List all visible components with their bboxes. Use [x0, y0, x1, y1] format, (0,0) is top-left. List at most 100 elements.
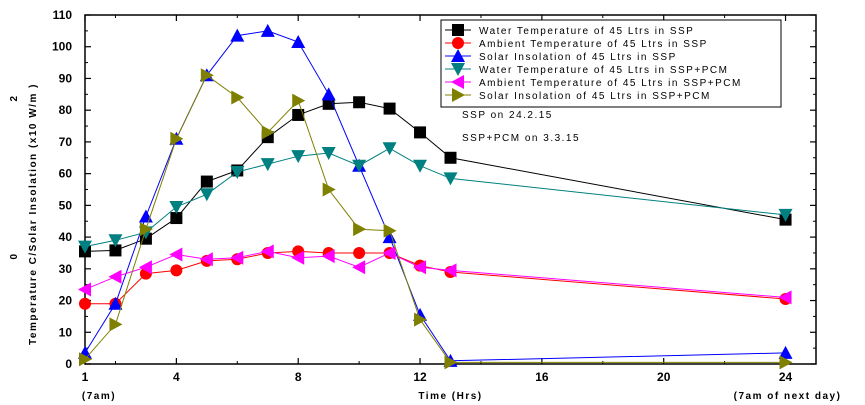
data-point: [321, 87, 336, 101]
x-tick-label: 8: [295, 370, 302, 384]
data-point: [260, 23, 275, 37]
series-line: [84, 30, 786, 362]
y-tick-label: 0: [65, 357, 72, 371]
data-point: [353, 222, 367, 237]
y-tick-label: 110: [53, 8, 73, 22]
legend-entry: Ambient Temperature of 45 Ltrs in SSP+PC…: [445, 75, 742, 89]
data-point: [108, 269, 122, 284]
chart-note-ssp-pcm-date: SSP+PCM on 3.3.15: [462, 133, 580, 144]
y-tick-label: 70: [59, 135, 73, 149]
data-point: [779, 355, 793, 370]
series-6: [79, 68, 793, 370]
legend-label: Ambient Temperature of 45 Ltrs in SSP: [479, 39, 708, 50]
data-point: [230, 166, 245, 180]
series-line: [84, 147, 786, 248]
data-point: [321, 147, 336, 161]
x-axis-end-note: (7am of next day): [734, 391, 842, 402]
x-tick-label: 4: [173, 370, 180, 384]
series-line: [84, 101, 786, 252]
data-point: [170, 264, 183, 277]
legend-label: Ambient Temperature of 45 Ltrs in SSP+PC…: [479, 78, 742, 89]
legend-entry: Ambient Temperature of 45 Ltrs in SSP: [445, 37, 708, 50]
legend-box: [440, 19, 782, 108]
data-point: [139, 222, 153, 237]
data-point: [444, 355, 458, 370]
data-point: [260, 158, 275, 172]
data-point: [230, 28, 245, 42]
legend-marker: [451, 63, 465, 76]
data-point: [413, 159, 428, 173]
data-point: [108, 296, 123, 310]
data-point: [230, 250, 244, 265]
series-5: [78, 244, 792, 305]
data-point: [79, 352, 92, 367]
data-point: [169, 200, 184, 214]
data-point: [231, 90, 245, 105]
y-tick-label: 50: [59, 198, 73, 212]
x-axis-start-note: (7am): [82, 391, 116, 402]
x-tick-label: 12: [413, 370, 427, 384]
series-line: [84, 74, 786, 363]
x-tick-label: 16: [535, 370, 549, 384]
y-axis-title: Temperature C/Solar Insolation (x10 W/m …: [28, 83, 39, 345]
y-tick-label: 60: [59, 167, 73, 181]
data-point: [291, 150, 306, 164]
y-axis-superscript: 2: [9, 94, 20, 101]
data-point: [291, 250, 305, 265]
y-tick-label: 90: [59, 71, 73, 85]
data-point: [413, 260, 427, 275]
data-point: [383, 223, 397, 238]
legend-entry: Solar Insolation of 45 Ltrs in SSP: [445, 49, 677, 63]
data-point: [199, 252, 213, 267]
data-point: [200, 68, 214, 83]
legend-entry: Solar Insolation of 45 Ltrs in SSP+PCM: [445, 88, 709, 102]
data-point: [778, 345, 793, 359]
legend: Water Temperature of 45 Ltrs in SSP Ambie…: [440, 19, 782, 108]
legend-marker: [452, 37, 464, 49]
series-line: [85, 250, 786, 305]
x-tick-label: 1: [82, 370, 89, 384]
data-point: [778, 208, 793, 222]
legend-label: Water Temperature of 45 Ltrs in SSP: [479, 26, 694, 37]
y-axis-degree-mark: 0: [9, 252, 20, 259]
y-tick-label: 80: [59, 103, 73, 117]
data-point: [778, 290, 792, 305]
data-point: [321, 249, 335, 264]
data-point: [414, 126, 427, 139]
y-tick-label: 40: [59, 230, 73, 244]
axes: 0 10 20 30 40 50 60 70 80 90 100 110 1 4 8 12 16 20 24: [52, 8, 816, 384]
data-point: [414, 312, 428, 327]
data-point: [78, 240, 92, 254]
y-tick-label: 10: [59, 325, 73, 339]
data-point: [292, 108, 305, 121]
series-layer: [78, 23, 793, 370]
chart-note-ssp-date: SSP on 24.2.15: [462, 110, 553, 121]
x-tick-label: 24: [779, 370, 793, 384]
legend-label: Solar Insolation of 45 Ltrs in SSP: [479, 52, 677, 63]
data-point: [199, 188, 214, 202]
data-point: [170, 131, 184, 146]
series-1: [79, 96, 792, 258]
data-point: [291, 34, 306, 48]
data-point: [169, 247, 183, 262]
data-point: [200, 175, 213, 188]
data-point: [260, 244, 274, 259]
data-point: [261, 125, 275, 140]
data-point: [109, 244, 122, 257]
legend-label: Water Temperature of 45 Ltrs in SSP+PCM: [479, 65, 728, 76]
series-2: [79, 245, 792, 310]
data-point: [383, 102, 396, 115]
data-point: [138, 260, 152, 275]
data-point: [109, 317, 123, 332]
y-tick-label: 100: [52, 40, 72, 54]
y-tick-label: 20: [59, 294, 73, 308]
legend-marker: [452, 88, 465, 102]
data-point: [352, 159, 367, 173]
data-point: [353, 96, 366, 109]
data-point: [78, 282, 91, 297]
legend-entry: Water Temperature of 45 Ltrs in SSP: [445, 24, 694, 37]
legend-entry: Water Temperature of 45 Ltrs in SSP+PCM: [445, 63, 728, 76]
legend-marker: [451, 75, 464, 89]
data-point: [352, 260, 366, 275]
